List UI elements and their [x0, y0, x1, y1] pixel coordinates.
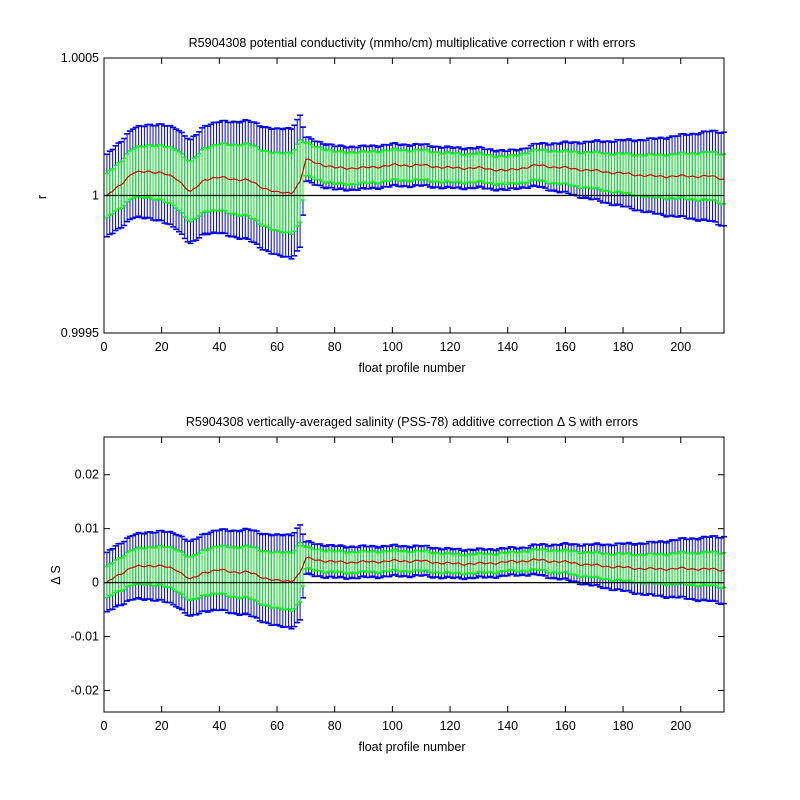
x-tick-label: 0 [101, 719, 108, 733]
x-tick-label: 20 [155, 340, 169, 354]
x-tick-label: 160 [555, 340, 576, 354]
x-tick-label: 200 [670, 719, 691, 733]
y-axis-label: r [35, 195, 49, 199]
y-axis-label: Δ S [49, 565, 63, 584]
y-tick-label: 0.01 [75, 522, 99, 536]
x-tick-label: 100 [382, 719, 403, 733]
y-axis: -0.02 -0.01 0 0.01 0.02 [71, 468, 724, 697]
x-tick-label: 80 [328, 719, 342, 733]
x-tick-label: 20 [155, 719, 169, 733]
y-tick-label: -0.02 [71, 683, 100, 697]
salinity-correction-panel: R5904308 vertically-averaged salinity (P… [49, 415, 727, 754]
y-axis: 0.9995 1 1.0005 [61, 51, 724, 340]
outer-error-bars [103, 524, 727, 630]
x-tick-label: 200 [670, 340, 691, 354]
y-tick-label: 1.0005 [61, 51, 99, 65]
y-tick-label: -0.01 [71, 630, 100, 644]
x-tick-label: 60 [270, 340, 284, 354]
conductivity-correction-panel: R5904308 potential conductivity (mmho/cm… [35, 36, 727, 375]
x-tick-label: 120 [440, 340, 461, 354]
x-tick-label: 180 [613, 719, 634, 733]
x-tick-label: 80 [328, 340, 342, 354]
x-tick-label: 40 [212, 340, 226, 354]
y-tick-label: 1 [92, 189, 99, 203]
mean-correction-line [106, 158, 725, 196]
x-tick-label: 140 [497, 340, 518, 354]
y-tick-label: 0 [92, 576, 99, 590]
mean-correction-line [106, 556, 725, 583]
x-tick-label: 160 [555, 719, 576, 733]
x-tick-label: 180 [613, 340, 634, 354]
x-tick-label: 100 [382, 340, 403, 354]
x-axis-label: float profile number [358, 361, 465, 375]
x-tick-label: 60 [270, 719, 284, 733]
x-tick-label: 0 [101, 340, 108, 354]
plot-frame [103, 436, 725, 713]
y-tick-label: 0.02 [75, 468, 99, 482]
chart-title: R5904308 vertically-averaged salinity (P… [186, 415, 638, 429]
x-axis: 0 20 40 60 80 100 120 140 160 180 200 [101, 437, 691, 733]
y-tick-label: 0.9995 [61, 326, 99, 340]
x-tick-label: 120 [440, 719, 461, 733]
chart-title: R5904308 potential conductivity (mmho/cm… [189, 36, 636, 50]
x-axis-label: float profile number [358, 740, 465, 754]
x-tick-label: 40 [212, 719, 226, 733]
x-tick-label: 140 [497, 719, 518, 733]
x-axis: 0 20 40 60 80 100 120 140 160 180 200 [101, 58, 691, 354]
